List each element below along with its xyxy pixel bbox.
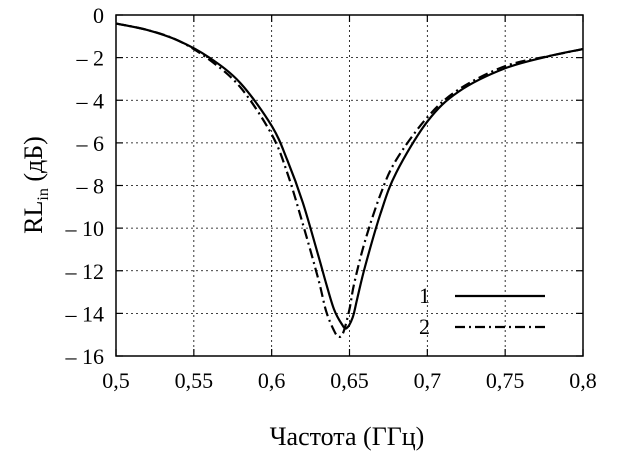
x-axis-title: Частота (ГГц)	[270, 422, 425, 451]
x-tick-label: 0,6	[258, 368, 286, 393]
y-axis-title-main: RL	[19, 201, 48, 234]
y-tick-label: – 6	[76, 131, 105, 156]
x-tick-label: 0,7	[414, 368, 442, 393]
x-tick-label: 0,5	[102, 368, 130, 393]
series-line-1	[115, 22, 584, 330]
x-tick-label: 0,8	[569, 368, 597, 393]
y-tick-labels: 0 – 2 – 4 – 6 – 8 – 10 – 12 – 14 – 16	[65, 3, 105, 369]
series-line-2	[115, 22, 584, 339]
grid	[116, 15, 583, 356]
y-tick-label: 0	[93, 3, 104, 28]
y-tick-label: – 4	[76, 88, 105, 113]
y-axis-title-sub: in	[35, 188, 52, 200]
y-tick-label: – 14	[65, 301, 105, 326]
legend-label-2: 2	[419, 314, 430, 339]
legend: 1 2	[419, 283, 545, 339]
y-axis-title-unit: (дБ)	[19, 136, 48, 188]
x-tick-label: 0,55	[175, 368, 214, 393]
x-tick-label: 0,75	[486, 368, 525, 393]
y-tick-label: – 16	[65, 344, 105, 369]
y-tick-label: – 10	[65, 216, 105, 241]
y-tick-label: – 8	[76, 174, 105, 199]
y-tick-label: – 12	[65, 259, 105, 284]
series-layer	[115, 22, 584, 339]
x-tick-label: 0,65	[330, 368, 369, 393]
x-tick-labels: 0,5 0,55 0,6 0,65 0,7 0,75 0,8	[102, 368, 597, 393]
y-axis-title: RLin (дБ)	[19, 136, 52, 234]
legend-label-1: 1	[419, 283, 430, 308]
ticks	[115, 14, 584, 357]
y-tick-label: – 2	[76, 46, 105, 71]
